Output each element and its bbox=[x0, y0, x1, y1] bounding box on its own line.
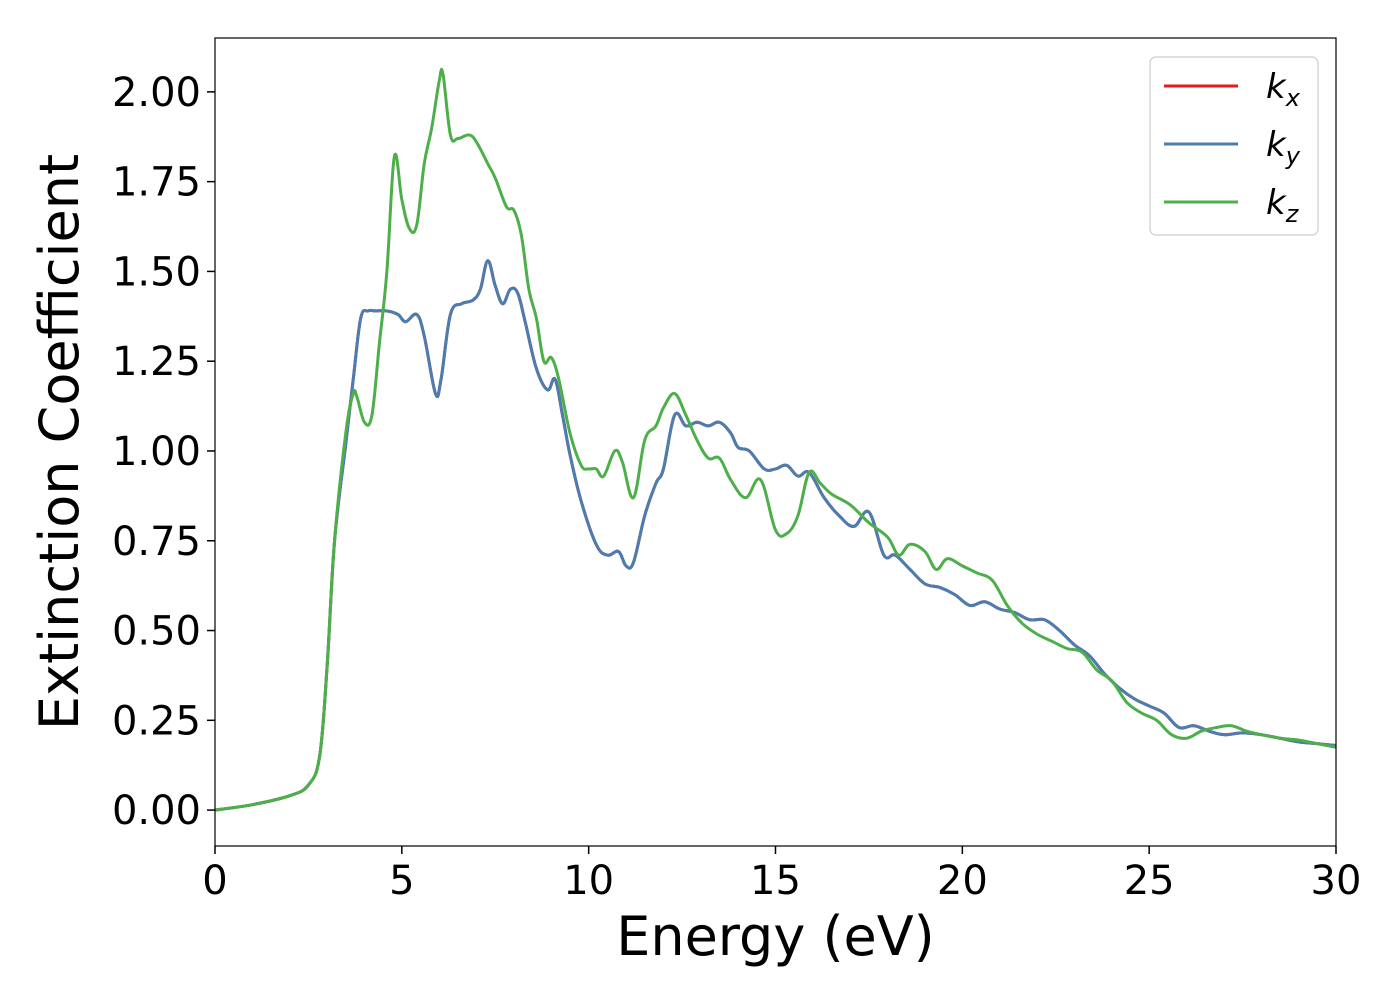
y-axis-title: Extinction Coefficient bbox=[28, 154, 91, 730]
y-tick-label: 1.75 bbox=[112, 160, 201, 206]
x-tick-label: 10 bbox=[563, 858, 614, 904]
legend-label-z: kz bbox=[1266, 183, 1300, 228]
y-tick-label: 1.25 bbox=[112, 339, 201, 385]
x-tick-label: 30 bbox=[1311, 858, 1362, 904]
series-layer bbox=[215, 67, 1336, 812]
y-tick-label: 2.00 bbox=[112, 70, 201, 116]
x-tick-label: 15 bbox=[750, 858, 801, 904]
y-tick-label: 0.00 bbox=[112, 788, 201, 834]
y-tick-label: 1.00 bbox=[112, 429, 201, 475]
legend-box bbox=[1149, 56, 1319, 236]
y-tick-label: 0.75 bbox=[112, 519, 201, 565]
legend: kx ky kz bbox=[1149, 56, 1319, 236]
y-axis: 0.00 0.25 0.50 0.75 1.00 1.25 1.50 1.75 2.00 bbox=[112, 70, 215, 834]
x-tick-label: 20 bbox=[937, 858, 988, 904]
y-tick-label: 1.50 bbox=[112, 249, 201, 295]
legend-label-y: ky bbox=[1266, 125, 1301, 170]
x-tick-label: 5 bbox=[389, 858, 414, 904]
y-tick-label: 0.25 bbox=[112, 698, 201, 744]
x-tick-label: 25 bbox=[1124, 858, 1175, 904]
x-axis-title: Energy (eV) bbox=[616, 905, 935, 968]
series-line-x bbox=[215, 259, 1336, 812]
y-tick-label: 0.50 bbox=[112, 609, 201, 655]
series-line-y bbox=[215, 259, 1336, 812]
legend-label-x: kx bbox=[1266, 67, 1301, 112]
x-axis: 0 5 10 15 20 25 30 bbox=[202, 846, 1361, 904]
series-line-z bbox=[215, 67, 1336, 812]
x-tick-label: 0 bbox=[202, 858, 227, 904]
